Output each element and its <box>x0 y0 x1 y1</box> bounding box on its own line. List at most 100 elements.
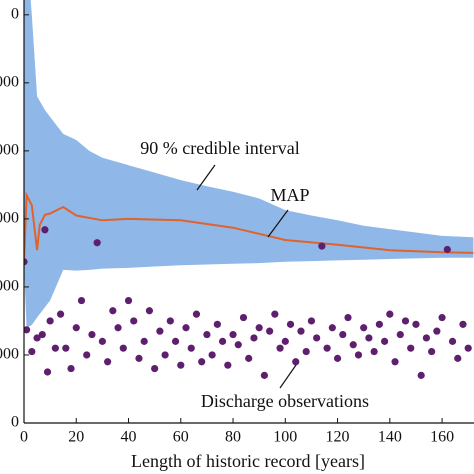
observation-point <box>297 327 305 335</box>
observation-point <box>171 337 180 345</box>
annotation: Discharge observations <box>201 391 369 411</box>
observation-point <box>302 347 310 356</box>
x-tick-label: 40 <box>121 429 137 446</box>
observation-point <box>93 239 101 247</box>
y-tick-label: 000 <box>0 210 19 227</box>
observation-point <box>333 354 342 362</box>
x-tick-label: 120 <box>326 429 350 446</box>
observation-point <box>255 324 263 332</box>
x-tick-label: 100 <box>273 429 297 446</box>
observation-point <box>46 317 54 325</box>
observation-point <box>77 296 86 305</box>
observation-point <box>234 341 242 349</box>
observation-point <box>349 341 357 349</box>
observation-point <box>145 307 154 315</box>
x-axis-label: Length of historic record [years] <box>131 451 365 471</box>
observation-point <box>109 307 117 315</box>
observation-point <box>224 361 232 369</box>
observation-point <box>448 337 457 345</box>
observation-point <box>177 361 185 369</box>
observation-point <box>229 330 237 339</box>
observation-point <box>140 337 148 345</box>
observation-point <box>124 296 133 305</box>
observation-point <box>62 344 70 352</box>
observation-point <box>286 320 295 328</box>
observation-point <box>218 337 227 345</box>
observation-point <box>464 344 472 352</box>
observation-point <box>239 313 248 322</box>
observation-point <box>422 334 431 342</box>
observation-point <box>417 371 425 379</box>
observation-point <box>360 324 368 332</box>
observation-point <box>318 242 326 250</box>
observation-point <box>67 364 75 373</box>
observation-point <box>328 324 336 332</box>
observation-point <box>72 324 80 332</box>
y-tick-label: 000 <box>0 346 19 363</box>
observation-point <box>323 344 331 352</box>
x-tick-label: 160 <box>430 429 454 446</box>
observation-point <box>166 317 174 325</box>
observation-point <box>41 226 49 234</box>
observation-point <box>33 334 41 342</box>
observation-point <box>260 371 268 379</box>
observation-point <box>114 324 122 332</box>
y-tick-label: 000 <box>0 74 19 91</box>
observation-point <box>459 320 467 328</box>
map-line <box>24 191 474 262</box>
observation-point <box>104 358 112 366</box>
observation-point <box>401 317 410 325</box>
observation-point <box>281 337 289 345</box>
x-tick-label: 20 <box>68 429 84 446</box>
observation-point <box>161 351 169 359</box>
observation-point <box>307 317 316 325</box>
observation-point <box>438 313 446 322</box>
observation-point <box>208 351 216 359</box>
observation-point <box>51 344 59 352</box>
observation-point <box>354 351 363 359</box>
plot-area <box>24 0 474 379</box>
observation-point <box>396 330 404 339</box>
x-tick-label: 140 <box>378 429 402 446</box>
observation-point <box>130 317 138 325</box>
observation-point <box>428 347 436 356</box>
observation-point <box>38 330 46 339</box>
x-tick-label: 80 <box>225 429 241 446</box>
y-tick-label: 000 <box>0 278 19 295</box>
x-tick-label: 0 <box>20 429 28 446</box>
annotation: MAP <box>270 185 309 205</box>
observation-point <box>156 327 164 335</box>
observation-point <box>276 344 284 352</box>
observation-point <box>344 313 352 322</box>
observation-point <box>88 330 96 339</box>
observation-point <box>119 344 127 352</box>
observation-point <box>443 245 451 254</box>
observation-point <box>83 351 91 359</box>
credible-band <box>24 0 474 328</box>
observation-point <box>245 354 253 362</box>
observation-point <box>98 337 106 345</box>
observation-point <box>135 354 143 362</box>
observation-point <box>24 326 31 334</box>
observation-point <box>292 358 300 366</box>
observation-point <box>391 358 399 366</box>
observation-point <box>339 330 347 339</box>
observation-point <box>43 368 52 376</box>
observation-point <box>412 320 420 328</box>
observation-point <box>250 334 258 342</box>
observation-point <box>56 310 65 318</box>
annotation: 90 % credible interval <box>140 138 299 158</box>
observation-point <box>192 310 201 318</box>
y-tick-label: 0 <box>11 5 19 22</box>
y-tick-label: 000 <box>0 142 19 159</box>
observation-point <box>198 358 206 366</box>
observation-point <box>313 334 321 342</box>
x-tick-label: 60 <box>173 429 189 446</box>
observation-point <box>213 320 221 328</box>
y-tick-label: 0 <box>11 414 19 431</box>
observation-point <box>370 347 378 356</box>
observation-point <box>187 344 195 352</box>
observation-point <box>151 364 159 373</box>
annotation-pointer <box>196 164 216 191</box>
